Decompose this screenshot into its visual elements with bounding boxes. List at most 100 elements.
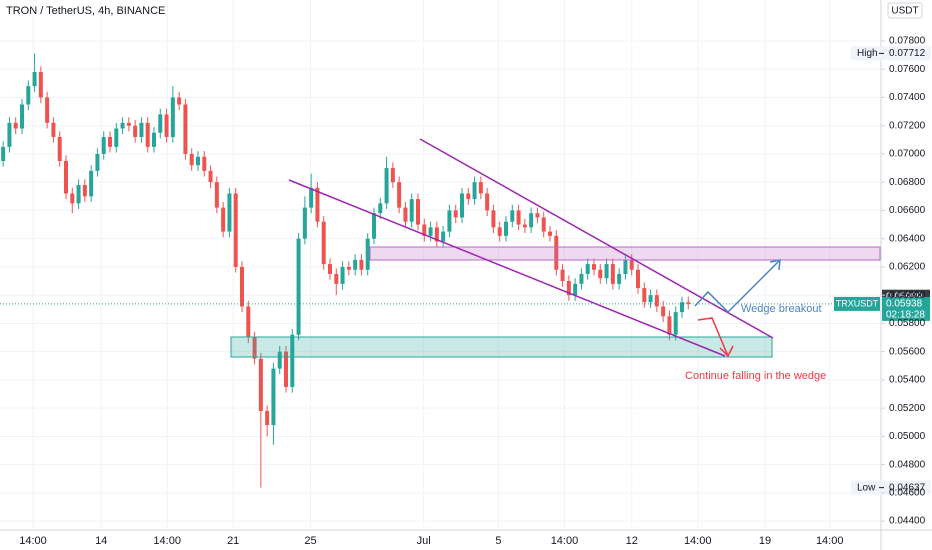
candle-body bbox=[51, 122, 56, 137]
previous-price-label: 0.05989 bbox=[886, 291, 923, 302]
candle-body bbox=[453, 210, 458, 218]
candle-body bbox=[265, 410, 270, 426]
y-tick-label: 0.06400 bbox=[889, 233, 926, 244]
candle-body bbox=[296, 238, 301, 335]
candle-body bbox=[686, 302, 691, 304]
candle-body bbox=[447, 210, 452, 232]
x-tick-label: 12 bbox=[626, 535, 638, 547]
candle-body bbox=[145, 122, 150, 147]
candle-body bbox=[548, 231, 552, 236]
candle-body bbox=[221, 207, 226, 232]
fall-arrowhead bbox=[719, 345, 734, 358]
candle-body bbox=[76, 184, 81, 204]
unit-box bbox=[887, 2, 923, 19]
candle-body bbox=[485, 193, 490, 211]
y-tick-label: 0.06000 bbox=[889, 290, 926, 301]
x-tick-label: Jul bbox=[417, 535, 431, 547]
y-tick-label: 0.06600 bbox=[889, 205, 926, 216]
y-tick-label: 0.06200 bbox=[889, 262, 926, 273]
candle-body bbox=[13, 122, 18, 129]
candle-body bbox=[170, 97, 175, 137]
candle-body bbox=[560, 269, 565, 282]
wedge-lower-line bbox=[288, 179, 726, 357]
candle-body bbox=[126, 122, 131, 126]
candle-body bbox=[284, 351, 288, 387]
candle-body bbox=[397, 182, 402, 208]
y-tick-label: 0.04800 bbox=[889, 459, 926, 470]
y-tick-label: 0.04600 bbox=[889, 487, 926, 498]
candle-body bbox=[152, 132, 156, 147]
high-marker-box bbox=[851, 46, 931, 61]
resistance-zone bbox=[369, 246, 881, 261]
y-tick-label: 0.06800 bbox=[889, 177, 926, 188]
candle-body bbox=[346, 266, 351, 270]
candle-body bbox=[472, 182, 477, 200]
candle-body bbox=[579, 273, 584, 284]
candle-body bbox=[114, 128, 119, 147]
candle-body bbox=[516, 210, 521, 225]
candle-body bbox=[271, 368, 276, 426]
x-tick-label: 25 bbox=[304, 535, 316, 547]
candle-body bbox=[334, 273, 339, 284]
annotation: Continue falling in the wedge bbox=[685, 370, 826, 382]
candle-body bbox=[133, 125, 138, 137]
candle-body bbox=[604, 264, 609, 279]
candle-body bbox=[661, 306, 666, 317]
candle-body bbox=[680, 302, 684, 313]
candle-body bbox=[328, 264, 332, 274]
candle-body bbox=[510, 210, 515, 222]
y-tick-label: 0.07400 bbox=[889, 92, 926, 103]
low-marker-name: Low bbox=[857, 482, 876, 493]
candle-body bbox=[522, 224, 527, 228]
candle-body bbox=[623, 259, 628, 274]
candle-body bbox=[353, 259, 358, 270]
y-tick-label: 0.05200 bbox=[889, 403, 926, 414]
candle-body bbox=[277, 351, 282, 369]
x-tick-label: 14:00 bbox=[19, 535, 47, 547]
x-tick-label: 14:00 bbox=[551, 535, 579, 547]
candle-body bbox=[610, 264, 615, 284]
y-tick-label: 0.05000 bbox=[889, 431, 926, 442]
candle-body bbox=[372, 213, 376, 239]
candle-body bbox=[240, 266, 244, 307]
candle-body bbox=[365, 238, 370, 270]
breakout-arrowhead bbox=[769, 259, 781, 271]
candle-body bbox=[654, 295, 659, 307]
candle-body bbox=[416, 199, 420, 225]
annotation: Wedge breakout bbox=[741, 303, 822, 315]
candle-body bbox=[164, 114, 169, 137]
candle-body bbox=[315, 187, 320, 222]
candle-body bbox=[233, 193, 238, 267]
y-tick-label: 0.05800 bbox=[889, 318, 926, 329]
candle-body bbox=[38, 72, 43, 98]
chart-title: TRON / TetherUS, 4h, BINANCE bbox=[6, 5, 165, 17]
wedge-upper-line bbox=[419, 138, 774, 339]
candle-body bbox=[139, 122, 144, 137]
candle-body bbox=[434, 227, 439, 242]
candle-body bbox=[598, 269, 603, 279]
candle-body bbox=[183, 104, 188, 154]
candle-body bbox=[309, 187, 314, 208]
candle-body bbox=[535, 213, 540, 218]
candle-body bbox=[629, 259, 634, 270]
candle-body bbox=[617, 273, 622, 284]
symbol-label: TRXUSDT bbox=[836, 298, 879, 308]
candle-body bbox=[648, 295, 653, 303]
breakout-arrow bbox=[694, 259, 781, 314]
candle-body bbox=[89, 170, 94, 197]
candle-body bbox=[636, 269, 640, 289]
unit-label: USDT bbox=[891, 6, 918, 17]
candle-body bbox=[208, 170, 213, 183]
x-tick-label: 5 bbox=[495, 535, 501, 547]
candle-body bbox=[566, 281, 571, 296]
last-price-label: 0.05938 bbox=[886, 299, 923, 310]
candle-body bbox=[642, 288, 647, 303]
support-zone bbox=[230, 336, 773, 358]
candle-body bbox=[673, 312, 678, 335]
candle-body bbox=[196, 156, 200, 166]
candle-body bbox=[189, 153, 194, 166]
candle-body bbox=[177, 97, 182, 105]
fall-arrow bbox=[697, 317, 729, 357]
low-marker-value: 0.04637 bbox=[889, 482, 926, 493]
